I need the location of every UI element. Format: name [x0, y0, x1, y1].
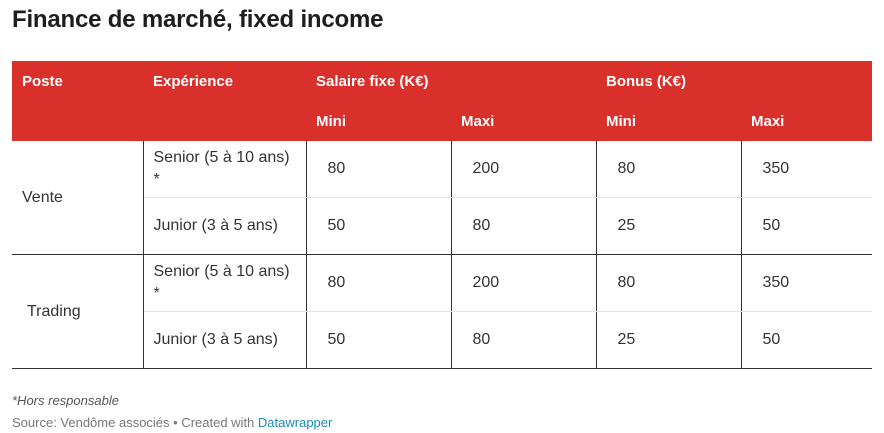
- bonus-maxi-cell: 50: [741, 311, 872, 369]
- salaire-maxi-cell: 80: [451, 311, 597, 369]
- experience-cell: Junior (3 à 5 ans): [143, 197, 307, 255]
- bonus-maxi-cell: 350: [741, 141, 872, 198]
- subheader-bonus-mini: Mini: [596, 101, 741, 141]
- bonus-mini-cell: 25: [596, 197, 742, 255]
- subheader-bonus-maxi: Maxi: [741, 101, 872, 141]
- bonus-mini-cell: 25: [596, 311, 742, 369]
- subheader-salaire-mini: Mini: [306, 101, 451, 141]
- table-row: Trading Senior (5 à 10 ans) * 80 200 80 …: [12, 254, 872, 369]
- header-poste: Poste: [12, 61, 143, 101]
- salaire-mini-cell: 80: [306, 254, 452, 312]
- header-salaire: Salaire fixe (K€): [306, 61, 596, 101]
- salaire-mini-cell: 80: [306, 141, 452, 198]
- table-row: Junior (3 à 5 ans) 50 80 25 50: [12, 311, 872, 369]
- poste-cell: Trading: [12, 254, 144, 369]
- bonus-maxi-cell: 350: [741, 254, 872, 312]
- chart-title: Finance de marché, fixed income: [12, 6, 384, 33]
- subheader-empty: [12, 101, 143, 141]
- experience-cell: Senior (5 à 10 ans) *: [143, 141, 307, 198]
- salaire-mini-cell: 50: [306, 197, 452, 255]
- salary-table: Poste Expérience Salaire fixe (K€) Bonus…: [12, 61, 872, 369]
- experience-cell: Junior (3 à 5 ans): [143, 311, 307, 369]
- header-bonus: Bonus (K€): [596, 61, 872, 101]
- subheader-row: Mini Maxi Mini Maxi: [12, 101, 872, 141]
- experience-cell: Senior (5 à 10 ans) *: [143, 254, 307, 312]
- header-experience: Expérience: [143, 61, 306, 101]
- subheader-empty: [143, 101, 306, 141]
- footnote: *Hors responsable: [12, 393, 119, 408]
- datawrapper-link[interactable]: Datawrapper: [257, 415, 333, 430]
- salaire-mini-cell: 50: [306, 311, 452, 369]
- salaire-maxi-cell: 80: [451, 197, 597, 255]
- bonus-mini-cell: 80: [596, 254, 742, 312]
- table-row: Junior (3 à 5 ans) 50 80 25 50: [12, 197, 872, 255]
- salaire-maxi-cell: 200: [451, 141, 597, 198]
- subheader-salaire-maxi: Maxi: [451, 101, 596, 141]
- bonus-maxi-cell: 50: [741, 197, 872, 255]
- bonus-mini-cell: 80: [596, 141, 742, 198]
- header-row: Poste Expérience Salaire fixe (K€) Bonus…: [12, 61, 872, 101]
- table-row: Vente Senior (5 à 10 ans) * 80 200 80 35…: [12, 141, 872, 255]
- source-text: Source: Vendôme associés • Created with: [12, 415, 258, 430]
- source-line: Source: Vendôme associés • Created with …: [12, 415, 332, 430]
- salaire-maxi-cell: 200: [451, 254, 597, 312]
- poste-cell: Vente: [12, 141, 144, 255]
